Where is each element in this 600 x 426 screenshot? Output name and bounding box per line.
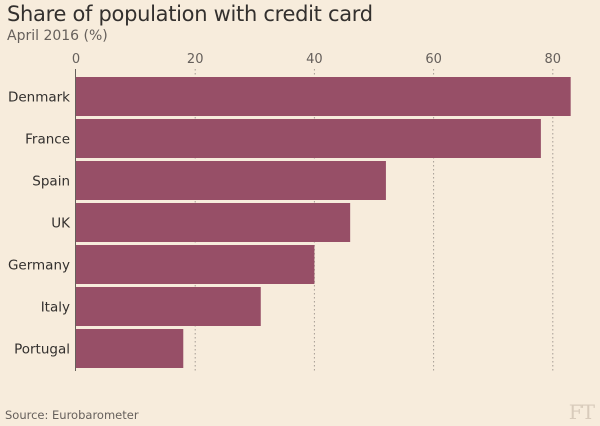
bar-italy <box>76 287 261 326</box>
chart-title: Share of population with credit card <box>7 2 373 26</box>
bar-denmark <box>76 77 571 116</box>
bar-france <box>76 119 541 158</box>
ft-logo: FT <box>568 400 595 424</box>
bar-uk <box>76 203 351 242</box>
x-tick-label: 0 <box>72 52 80 67</box>
source-note: Source: Eurobarometer <box>5 408 139 422</box>
bar-spain <box>76 161 386 200</box>
category-label: Spain <box>32 174 70 190</box>
category-label: Germany <box>8 258 70 274</box>
chart-subtitle: April 2016 (%) <box>7 28 108 44</box>
category-label: Denmark <box>8 90 70 106</box>
bar-portugal <box>76 329 184 368</box>
x-tick-label: 40 <box>306 52 323 67</box>
x-tick-label: 80 <box>545 52 562 67</box>
x-tick-label: 60 <box>425 52 442 67</box>
category-label: France <box>25 132 70 148</box>
category-label: UK <box>51 216 71 232</box>
x-tick-label: 20 <box>187 52 204 67</box>
category-label: Italy <box>41 300 70 316</box>
bar-germany <box>76 245 315 284</box>
category-label: Portugal <box>14 342 70 358</box>
